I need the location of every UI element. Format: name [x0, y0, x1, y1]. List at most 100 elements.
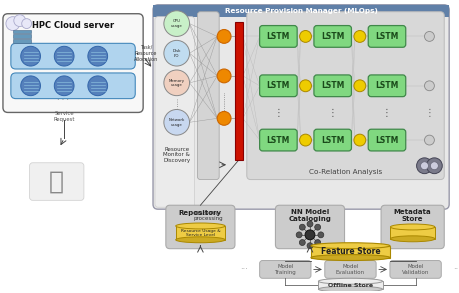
Circle shape — [217, 111, 231, 125]
Circle shape — [300, 30, 312, 42]
Text: ⋮: ⋮ — [274, 108, 283, 118]
FancyBboxPatch shape — [368, 75, 406, 97]
FancyBboxPatch shape — [260, 75, 297, 97]
FancyBboxPatch shape — [314, 129, 352, 151]
Text: Disk
I/O: Disk I/O — [173, 49, 181, 57]
FancyBboxPatch shape — [260, 260, 311, 278]
Text: Feature Store: Feature Store — [321, 247, 380, 256]
Text: LSTM: LSTM — [267, 32, 290, 41]
Text: · · ·: · · · — [57, 96, 69, 105]
Text: 👤: 👤 — [49, 170, 64, 194]
Text: Resource Provision Manager (MLOps): Resource Provision Manager (MLOps) — [224, 8, 378, 14]
Ellipse shape — [311, 255, 390, 260]
FancyBboxPatch shape — [3, 14, 143, 113]
Ellipse shape — [176, 237, 225, 243]
Ellipse shape — [391, 236, 435, 242]
Circle shape — [217, 69, 231, 83]
FancyBboxPatch shape — [260, 129, 297, 151]
Text: LSTM: LSTM — [267, 136, 290, 144]
Circle shape — [6, 17, 20, 30]
Circle shape — [318, 232, 324, 238]
Text: LSTM: LSTM — [267, 81, 290, 90]
Bar — [13, 39, 31, 43]
Text: Co-Relation Analysis: Co-Relation Analysis — [309, 169, 382, 175]
Circle shape — [300, 134, 312, 146]
Circle shape — [164, 40, 190, 66]
Text: CPU
usage: CPU usage — [171, 19, 183, 28]
Circle shape — [354, 80, 366, 92]
Text: Model
Evaluation: Model Evaluation — [336, 264, 365, 275]
Text: ···: ··· — [453, 265, 459, 274]
Circle shape — [54, 46, 74, 66]
Circle shape — [299, 224, 305, 230]
Text: ⋮: ⋮ — [425, 108, 434, 118]
Text: Repository: Repository — [179, 210, 222, 216]
Circle shape — [417, 158, 432, 174]
Text: Task/
Resource
Allocation: Task/ Resource Allocation — [134, 45, 158, 62]
Text: LSTM: LSTM — [321, 136, 344, 144]
Circle shape — [88, 46, 107, 66]
Bar — [235, 22, 243, 160]
FancyBboxPatch shape — [155, 17, 195, 207]
Text: ⋮: ⋮ — [328, 108, 337, 118]
Bar — [13, 35, 31, 38]
Text: HPC Cloud server: HPC Cloud server — [32, 21, 114, 30]
Bar — [319, 281, 382, 289]
Circle shape — [354, 134, 366, 146]
Text: LSTM: LSTM — [375, 81, 399, 90]
Text: Service
Request: Service Request — [53, 111, 75, 122]
Circle shape — [354, 30, 366, 42]
Text: Resource
Monitor &
Discovery: Resource Monitor & Discovery — [163, 146, 190, 163]
FancyBboxPatch shape — [153, 5, 449, 209]
Bar — [13, 30, 31, 33]
Circle shape — [426, 158, 442, 174]
Text: Resource Usage &
Service Level: Resource Usage & Service Level — [180, 229, 220, 237]
FancyBboxPatch shape — [368, 129, 406, 151]
Ellipse shape — [319, 278, 382, 284]
Text: Metadata
Store: Metadata Store — [394, 209, 431, 222]
FancyBboxPatch shape — [368, 25, 406, 47]
Bar — [153, 5, 449, 17]
Text: Model
Validation: Model Validation — [402, 264, 429, 275]
FancyBboxPatch shape — [30, 163, 84, 200]
Text: Model
Training: Model Training — [274, 264, 296, 275]
FancyBboxPatch shape — [325, 260, 376, 278]
Text: LSTM: LSTM — [321, 32, 344, 41]
Circle shape — [315, 224, 321, 230]
Bar — [391, 227, 435, 239]
Text: LSTM: LSTM — [375, 32, 399, 41]
Ellipse shape — [311, 243, 390, 249]
Ellipse shape — [176, 223, 225, 229]
Circle shape — [305, 230, 315, 240]
Circle shape — [425, 31, 434, 41]
Bar — [311, 246, 390, 258]
Text: Network
usage: Network usage — [168, 118, 185, 127]
Circle shape — [425, 81, 434, 91]
Circle shape — [300, 80, 312, 92]
Text: Data Pre-
processing: Data Pre- processing — [194, 211, 223, 222]
Circle shape — [425, 135, 434, 145]
Circle shape — [22, 19, 32, 28]
Circle shape — [296, 232, 302, 238]
FancyBboxPatch shape — [260, 25, 297, 47]
Circle shape — [164, 70, 190, 96]
Text: LSTM: LSTM — [321, 81, 344, 90]
Circle shape — [420, 162, 428, 170]
Circle shape — [21, 76, 40, 96]
FancyBboxPatch shape — [390, 260, 441, 278]
FancyBboxPatch shape — [197, 12, 219, 180]
FancyBboxPatch shape — [314, 75, 352, 97]
FancyBboxPatch shape — [381, 205, 444, 249]
FancyBboxPatch shape — [275, 205, 345, 249]
Circle shape — [21, 46, 40, 66]
Circle shape — [14, 15, 26, 27]
Circle shape — [54, 76, 74, 96]
Text: Offline Store: Offline Store — [328, 283, 373, 288]
Circle shape — [299, 240, 305, 246]
FancyBboxPatch shape — [11, 43, 135, 69]
FancyBboxPatch shape — [247, 12, 444, 180]
Text: NN Model
Cataloging: NN Model Cataloging — [289, 209, 331, 222]
Text: LSTM: LSTM — [375, 136, 399, 144]
Circle shape — [307, 243, 313, 249]
Circle shape — [315, 240, 321, 246]
